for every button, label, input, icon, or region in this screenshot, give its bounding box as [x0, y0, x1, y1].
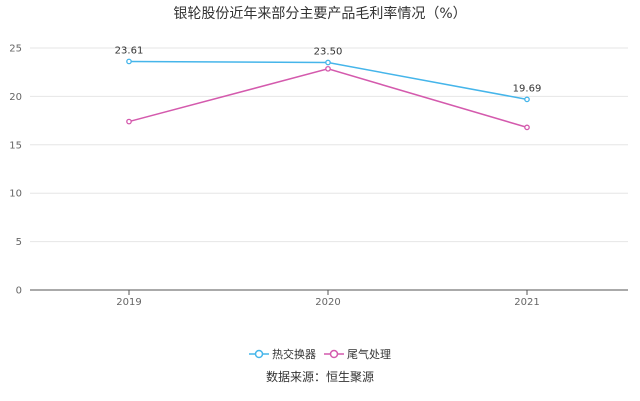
- grid-lines: [30, 47, 628, 243]
- series-line-2: [128, 68, 528, 129]
- data-point[interactable]: [524, 96, 530, 103]
- x-tick-label: 2021: [514, 297, 539, 308]
- data-point[interactable]: [126, 58, 132, 65]
- y-tick-label: 5: [16, 237, 22, 248]
- y-tick-label: 10: [9, 189, 22, 200]
- source-note: 数据来源：恒生聚源: [265, 370, 374, 384]
- series-lines: [126, 58, 530, 131]
- data-point[interactable]: [524, 124, 530, 131]
- legend-swatch: [249, 349, 269, 359]
- y-tick-label: 15: [9, 140, 22, 151]
- y-tick-label: 0: [16, 286, 22, 297]
- y-tick-label: 20: [9, 92, 22, 103]
- data-point[interactable]: [126, 118, 132, 125]
- legend-item-2[interactable]: 尾气处理: [324, 346, 391, 362]
- y-tick-label: 25: [9, 44, 22, 55]
- axes: 0 5 10 15 20 25 2019 2020 2021: [9, 44, 628, 308]
- data-label: 23.61: [115, 45, 144, 56]
- legend-swatch: [324, 349, 344, 359]
- data-label: 23.50: [314, 47, 343, 58]
- x-tick-label: 2019: [116, 297, 141, 308]
- legend-label: 尾气处理: [347, 348, 391, 361]
- data-point[interactable]: [325, 59, 331, 66]
- data-labels: 23.61 23.50 19.69: [115, 45, 542, 94]
- legend-item-1[interactable]: 热交换器: [249, 346, 316, 362]
- chart-title: 银轮股份近年来部分主要产品毛利率情况（%）: [173, 6, 467, 22]
- data-point[interactable]: [325, 65, 331, 72]
- legend: 热交换器 尾气处理: [0, 346, 640, 362]
- data-label: 19.69: [513, 83, 542, 94]
- legend-label: 热交换器: [272, 348, 316, 361]
- x-tick-label: 2020: [315, 297, 340, 308]
